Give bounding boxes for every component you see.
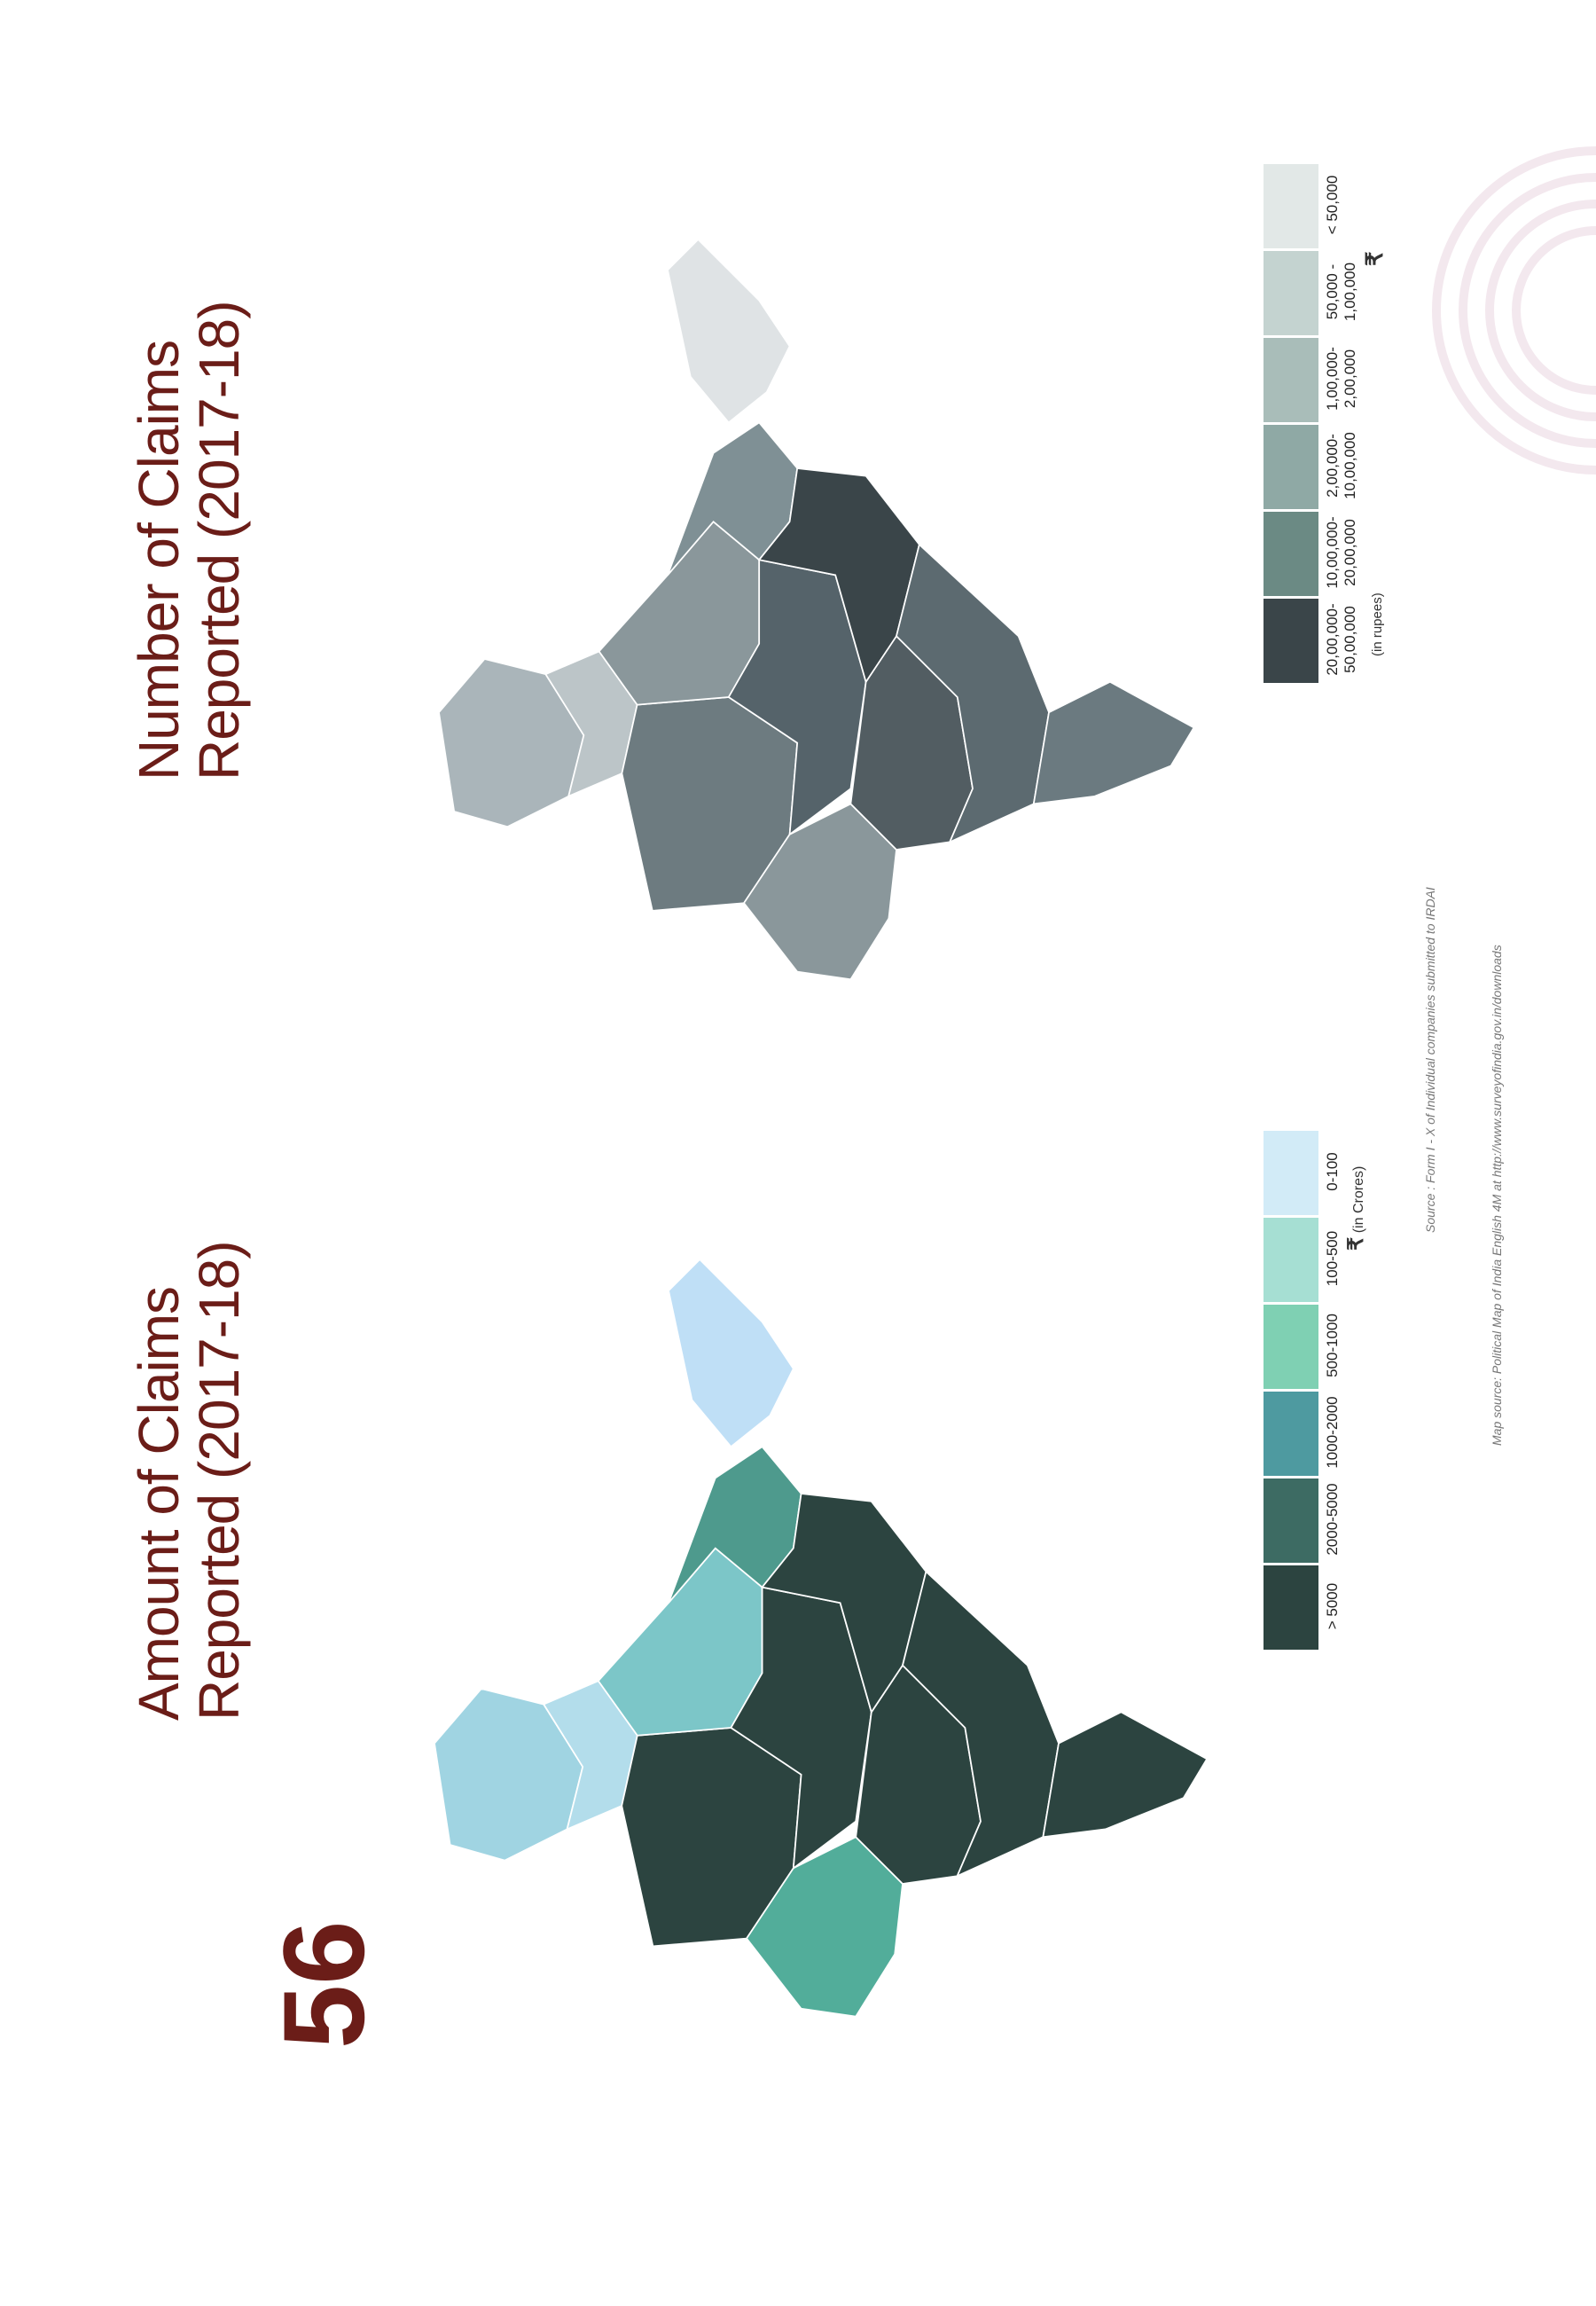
legend-label: 10,00,000- 20,00,000 [1324, 516, 1358, 589]
legend-item: 20,00,000- 50,00,000 [1264, 596, 1359, 683]
legend-item: 500-1000 [1264, 1302, 1342, 1389]
region [1042, 1711, 1209, 1839]
rupee-sign: ₹ [1344, 1236, 1368, 1251]
amount-title: Amount of Claims Reported (2017-18) [127, 1241, 251, 1721]
legend-item: 1000-2000 [1264, 1389, 1342, 1476]
region [668, 1259, 794, 1448]
number-legend: 20,00,000- 50,00,000 10,00,000- 20,00,000… [1264, 161, 1359, 683]
title-line: Reported (2017-18) [187, 301, 251, 780]
legend-swatch [1264, 509, 1318, 596]
legend-item: 50,000 - 1,00,000 [1264, 248, 1359, 335]
legend-label: 50,000 - 1,00,000 [1324, 262, 1358, 322]
legend-swatch [1264, 248, 1318, 335]
legend-label: 20,00,000- 50,00,000 [1324, 603, 1358, 676]
source: Source : Form I - X of Individual compan… [1423, 887, 1437, 1233]
map-source: Map source: Political Map of India Engli… [1490, 945, 1504, 1446]
amount-map [434, 1259, 1209, 2018]
legend-item: > 5000 [1264, 1563, 1342, 1650]
legend-swatch [1264, 422, 1318, 509]
legend-swatch [1264, 596, 1318, 683]
rupee-sign: ₹ [1361, 251, 1388, 266]
legend-item: 2,00,000- 10,00,000 [1264, 422, 1359, 509]
region [757, 467, 920, 684]
region [1032, 680, 1195, 805]
legend-item: 0-100 [1264, 1128, 1342, 1215]
legend-item: < 50,000 [1264, 161, 1359, 248]
legend-label: 1,00,000- 2,00,000 [1324, 347, 1358, 411]
legend-item: 1,00,000- 2,00,000 [1264, 335, 1359, 422]
amount-legend: > 5000 2000-5000 1000-2000 500-1000 100-500 0… [1264, 1128, 1342, 1650]
legend-swatch [1264, 1476, 1318, 1563]
number-unit: (in rupees) [1370, 592, 1385, 656]
legend-item: 10,00,000- 20,00,000 [1264, 509, 1359, 596]
legend-item: 100-500 [1264, 1215, 1342, 1302]
unit: (in Crores) [1351, 1165, 1366, 1234]
legend-label: < 50,000 [1324, 175, 1341, 235]
region [761, 1493, 927, 1714]
legend-label: 100-500 [1324, 1230, 1341, 1287]
region [667, 239, 791, 424]
legend-swatch [1264, 161, 1318, 248]
legend-label: 500-1000 [1324, 1314, 1341, 1377]
number-title: Number of Claims Reported (2017-18) [127, 301, 251, 780]
legend-label: > 5000 [1324, 1582, 1341, 1630]
legend-swatch [1264, 335, 1318, 422]
title-line: Amount of Claims [127, 1286, 191, 1721]
legend-label: 1000-2000 [1324, 1396, 1341, 1469]
legend-swatch [1264, 1128, 1318, 1215]
number-map [438, 239, 1195, 981]
legend-swatch [1264, 1215, 1318, 1302]
page-number: 56 [259, 1920, 388, 2049]
legend-swatch [1264, 1389, 1318, 1476]
decoration [1432, 146, 1596, 475]
title-line: Reported (2017-18) [187, 1241, 251, 1721]
legend-swatch [1264, 1563, 1318, 1650]
legend-item: 2000-5000 [1264, 1476, 1342, 1563]
legend-label: 2000-5000 [1324, 1483, 1341, 1556]
legend-swatch [1264, 1302, 1318, 1389]
title-line: Number of Claims [127, 340, 191, 780]
legend-label: 0-100 [1324, 1152, 1341, 1191]
legend-label: 2,00,000- 10,00,000 [1324, 432, 1358, 499]
amount-unit: ₹ (in Crores) [1343, 1166, 1369, 1251]
